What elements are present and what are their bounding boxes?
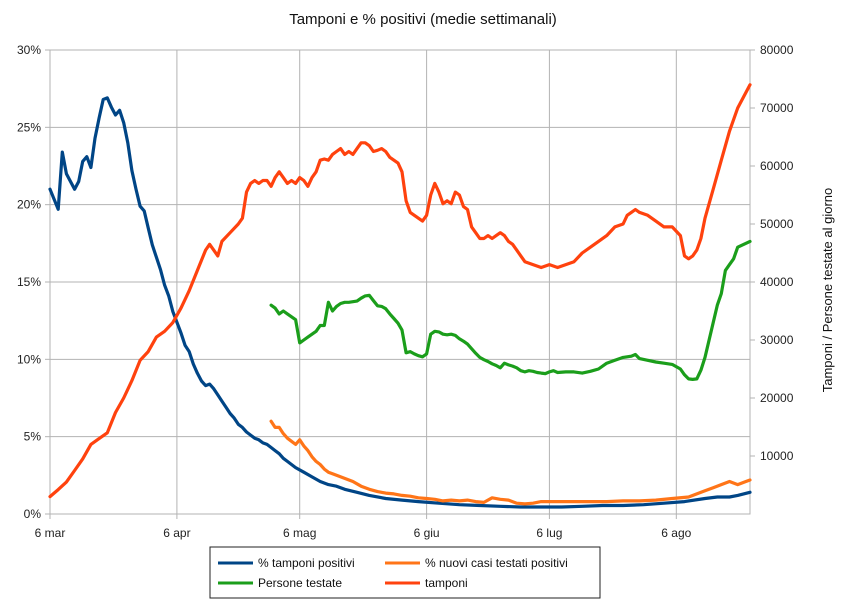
left-tick-label: 15% (17, 275, 41, 289)
series-line-nuovi-casi-testati-positivi (269, 419, 752, 506)
legend-label-series-1: % nuovi casi testati positivi (425, 556, 568, 570)
x-axis: 6 mar 6 apr 6 mag 6 giu 6 lug 6 ago (35, 514, 692, 540)
right-tick-label: 20000 (760, 391, 794, 405)
series-line-tamponi-positivi (48, 96, 752, 509)
series-line-persone-testate (269, 239, 752, 381)
legend: % tamponi positivi % nuovi casi testati … (209, 546, 601, 599)
right-tick-label: 50000 (760, 217, 794, 231)
left-tick-label: 30% (17, 43, 41, 57)
right-tick-label: 30000 (760, 333, 794, 347)
series-layer (48, 83, 752, 509)
right-tick-label: 70000 (760, 101, 794, 115)
x-tick-label: 6 giu (414, 526, 440, 540)
right-axis-title: Tamponi / Persone testate al giorno (820, 188, 835, 393)
x-tick-label: 6 ago (661, 526, 691, 540)
x-tick-label: 6 lug (536, 526, 562, 540)
left-tick-label: 0% (24, 507, 42, 521)
legend-label-series-2: Persone testate (258, 576, 342, 590)
right-axis: 10000 20000 30000 40000 50000 60000 70000 80000 (750, 43, 794, 463)
legend-frame (209, 546, 601, 599)
grid (49, 49, 750, 515)
left-tick-label: 10% (17, 352, 41, 366)
legend-label-series-3: tamponi (425, 576, 468, 590)
legend-label-series-0: % tamponi positivi (258, 556, 355, 570)
left-tick-label: 5% (24, 430, 42, 444)
x-tick-label: 6 mar (35, 526, 66, 540)
right-tick-label: 10000 (760, 449, 794, 463)
series-line-tamponi (48, 83, 752, 499)
right-tick-label: 60000 (760, 159, 794, 173)
right-tick-label: 80000 (760, 43, 794, 57)
left-tick-label: 20% (17, 198, 41, 212)
x-tick-label: 6 apr (163, 526, 190, 540)
chart-title: Tamponi e % positivi (medie settimanali) (289, 11, 557, 28)
left-axis: 0% 5% 10% 15% 20% 25% 30% (17, 43, 50, 521)
left-tick-label: 25% (17, 120, 41, 134)
x-tick-label: 6 mag (283, 526, 316, 540)
right-tick-label: 40000 (760, 275, 794, 289)
